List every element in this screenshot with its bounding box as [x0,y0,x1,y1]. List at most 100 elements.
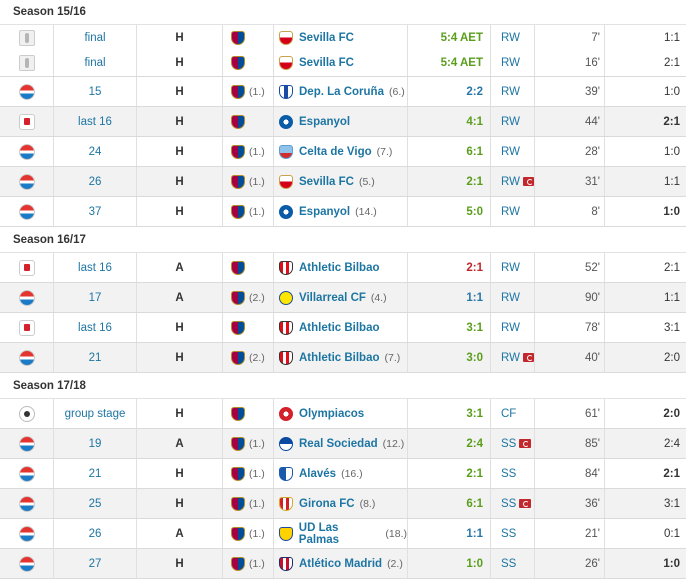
barcelona-crest-icon[interactable] [231,350,245,365]
opponent-crest-icon[interactable] [279,406,293,421]
match-result-link[interactable]: 2:4 [466,437,483,450]
opponent-crest-icon[interactable] [279,114,293,129]
opponent-link[interactable]: Sevilla FC [299,31,354,44]
matchday-link[interactable]: group stage [54,399,137,428]
barcelona-crest-icon[interactable] [231,114,245,129]
match-result-link[interactable]: 5:0 [466,205,483,218]
opponent-link[interactable]: Espanyol [299,205,351,218]
opponent-link[interactable]: Alavés [299,467,337,480]
barcelona-crest-icon[interactable] [231,260,245,275]
copa-icon[interactable] [18,259,35,276]
opponent-crest-icon[interactable] [279,204,293,219]
matchday-link[interactable]: 15 [54,77,137,106]
match-result-link[interactable]: 3:0 [466,351,483,364]
match-result-link[interactable]: 3:1 [466,321,483,334]
laliga-icon[interactable] [18,289,35,306]
laliga-icon[interactable] [18,495,35,512]
opponent-crest-icon[interactable] [279,30,293,45]
matchday-link[interactable]: last 16 [54,253,137,282]
laliga-icon[interactable] [18,349,35,366]
opponent-link[interactable]: Espanyol [299,115,351,128]
opponent-link[interactable]: Villarreal CF [299,291,366,304]
barcelona-crest-icon[interactable] [231,30,245,45]
barcelona-crest-icon[interactable] [231,290,245,305]
barcelona-crest-icon[interactable] [231,466,245,481]
opponent-link[interactable]: Sevilla FC [299,57,354,69]
matchday-link[interactable]: last 16 [54,107,137,136]
opponent-link[interactable]: Real Sociedad [299,437,378,450]
laliga-icon[interactable] [18,555,35,572]
opponent-crest-icon[interactable] [279,466,293,481]
barcelona-crest-icon[interactable] [231,144,245,159]
laliga-icon[interactable] [18,83,35,100]
match-result-link[interactable]: 4:1 [466,115,483,128]
opponent-crest-icon[interactable] [279,556,293,571]
opponent-crest-icon[interactable] [279,290,293,305]
opponent-crest-icon[interactable] [279,320,293,335]
match-result-link[interactable]: 1:1 [466,291,483,304]
matchday-link[interactable]: 26 [54,519,137,548]
match-result-link[interactable]: 3:1 [466,407,483,420]
matchday-link[interactable]: 25 [54,489,137,518]
match-result-link[interactable]: 2:1 [466,261,483,274]
opponent-link[interactable]: Celta de Vigo [299,145,372,158]
opponent-crest-icon[interactable] [279,496,293,511]
matchday-link[interactable]: 19 [54,429,137,458]
barcelona-crest-icon[interactable] [231,84,245,99]
matchday-link[interactable]: 27 [54,549,137,578]
barcelona-crest-icon[interactable] [231,320,245,335]
match-result-link[interactable]: 6:1 [466,497,483,510]
opponent-link[interactable]: UD Las Palmas [298,521,340,546]
barcelona-crest-icon[interactable] [231,556,245,571]
champions-league-icon[interactable] [18,405,35,422]
opponent-link[interactable]: Athletic Bilbao [299,321,380,334]
match-result-link[interactable]: 2:2 [466,85,483,98]
opponent-crest-icon[interactable] [279,56,293,70]
match-result-link[interactable]: 1:1 [466,527,483,540]
opponent-crest-icon[interactable] [279,436,293,451]
matchday-link[interactable]: 21 [54,459,137,488]
opponent-crest-icon[interactable] [279,84,293,99]
barcelona-crest-icon[interactable] [231,406,245,421]
barcelona-crest-icon[interactable] [231,496,245,511]
laliga-icon[interactable] [18,525,35,542]
match-result-link[interactable]: 2:1 [466,175,483,188]
opponent-link[interactable]: Girona FC [299,497,355,510]
opponent-link[interactable]: Athletic Bilbao [299,351,380,364]
opponent-link[interactable]: Sevilla FC [299,175,354,188]
opponent-link[interactable]: Athletic Bilbao [299,261,380,274]
barcelona-crest-icon[interactable] [231,174,245,189]
opponent-crest-icon[interactable] [279,174,293,189]
match-result-link[interactable]: 5:4 AET [440,57,483,69]
opponent-link[interactable]: Dep. La Coruña [299,85,384,98]
opponent-crest-icon[interactable] [279,350,293,365]
matchday-link[interactable]: 37 [54,197,137,226]
match-result-link[interactable]: 6:1 [466,145,483,158]
opponent-link[interactable]: Atlético Madrid [299,557,383,570]
copa-icon[interactable] [18,319,35,336]
barcelona-crest-icon[interactable] [231,204,245,219]
matchday-link[interactable]: 24 [54,137,137,166]
opponent-crest-icon[interactable] [279,526,293,541]
laliga-icon[interactable] [18,465,35,482]
laliga-icon[interactable] [18,435,35,452]
supercopa-icon[interactable] [18,29,35,46]
match-result-link[interactable]: 2:1 [466,467,483,480]
opponent-crest-icon[interactable] [279,144,293,159]
laliga-icon[interactable] [18,203,35,220]
matchday-link[interactable]: 26 [54,167,137,196]
match-result-link[interactable]: 5:4 AET [440,31,483,44]
match-result-link[interactable]: 1:0 [466,557,483,570]
matchday-link[interactable]: 21 [54,343,137,372]
matchday-link[interactable]: 17 [54,283,137,312]
barcelona-crest-icon[interactable] [231,526,245,541]
opponent-link[interactable]: Olympiacos [299,407,365,420]
matchday-link[interactable]: final [54,25,137,50]
barcelona-crest-icon[interactable] [231,56,245,70]
opponent-crest-icon[interactable] [279,260,293,275]
laliga-icon[interactable] [18,143,35,160]
laliga-icon[interactable] [18,173,35,190]
copa-icon[interactable] [18,113,35,130]
matchday-link[interactable]: final [54,50,137,76]
barcelona-crest-icon[interactable] [231,436,245,451]
